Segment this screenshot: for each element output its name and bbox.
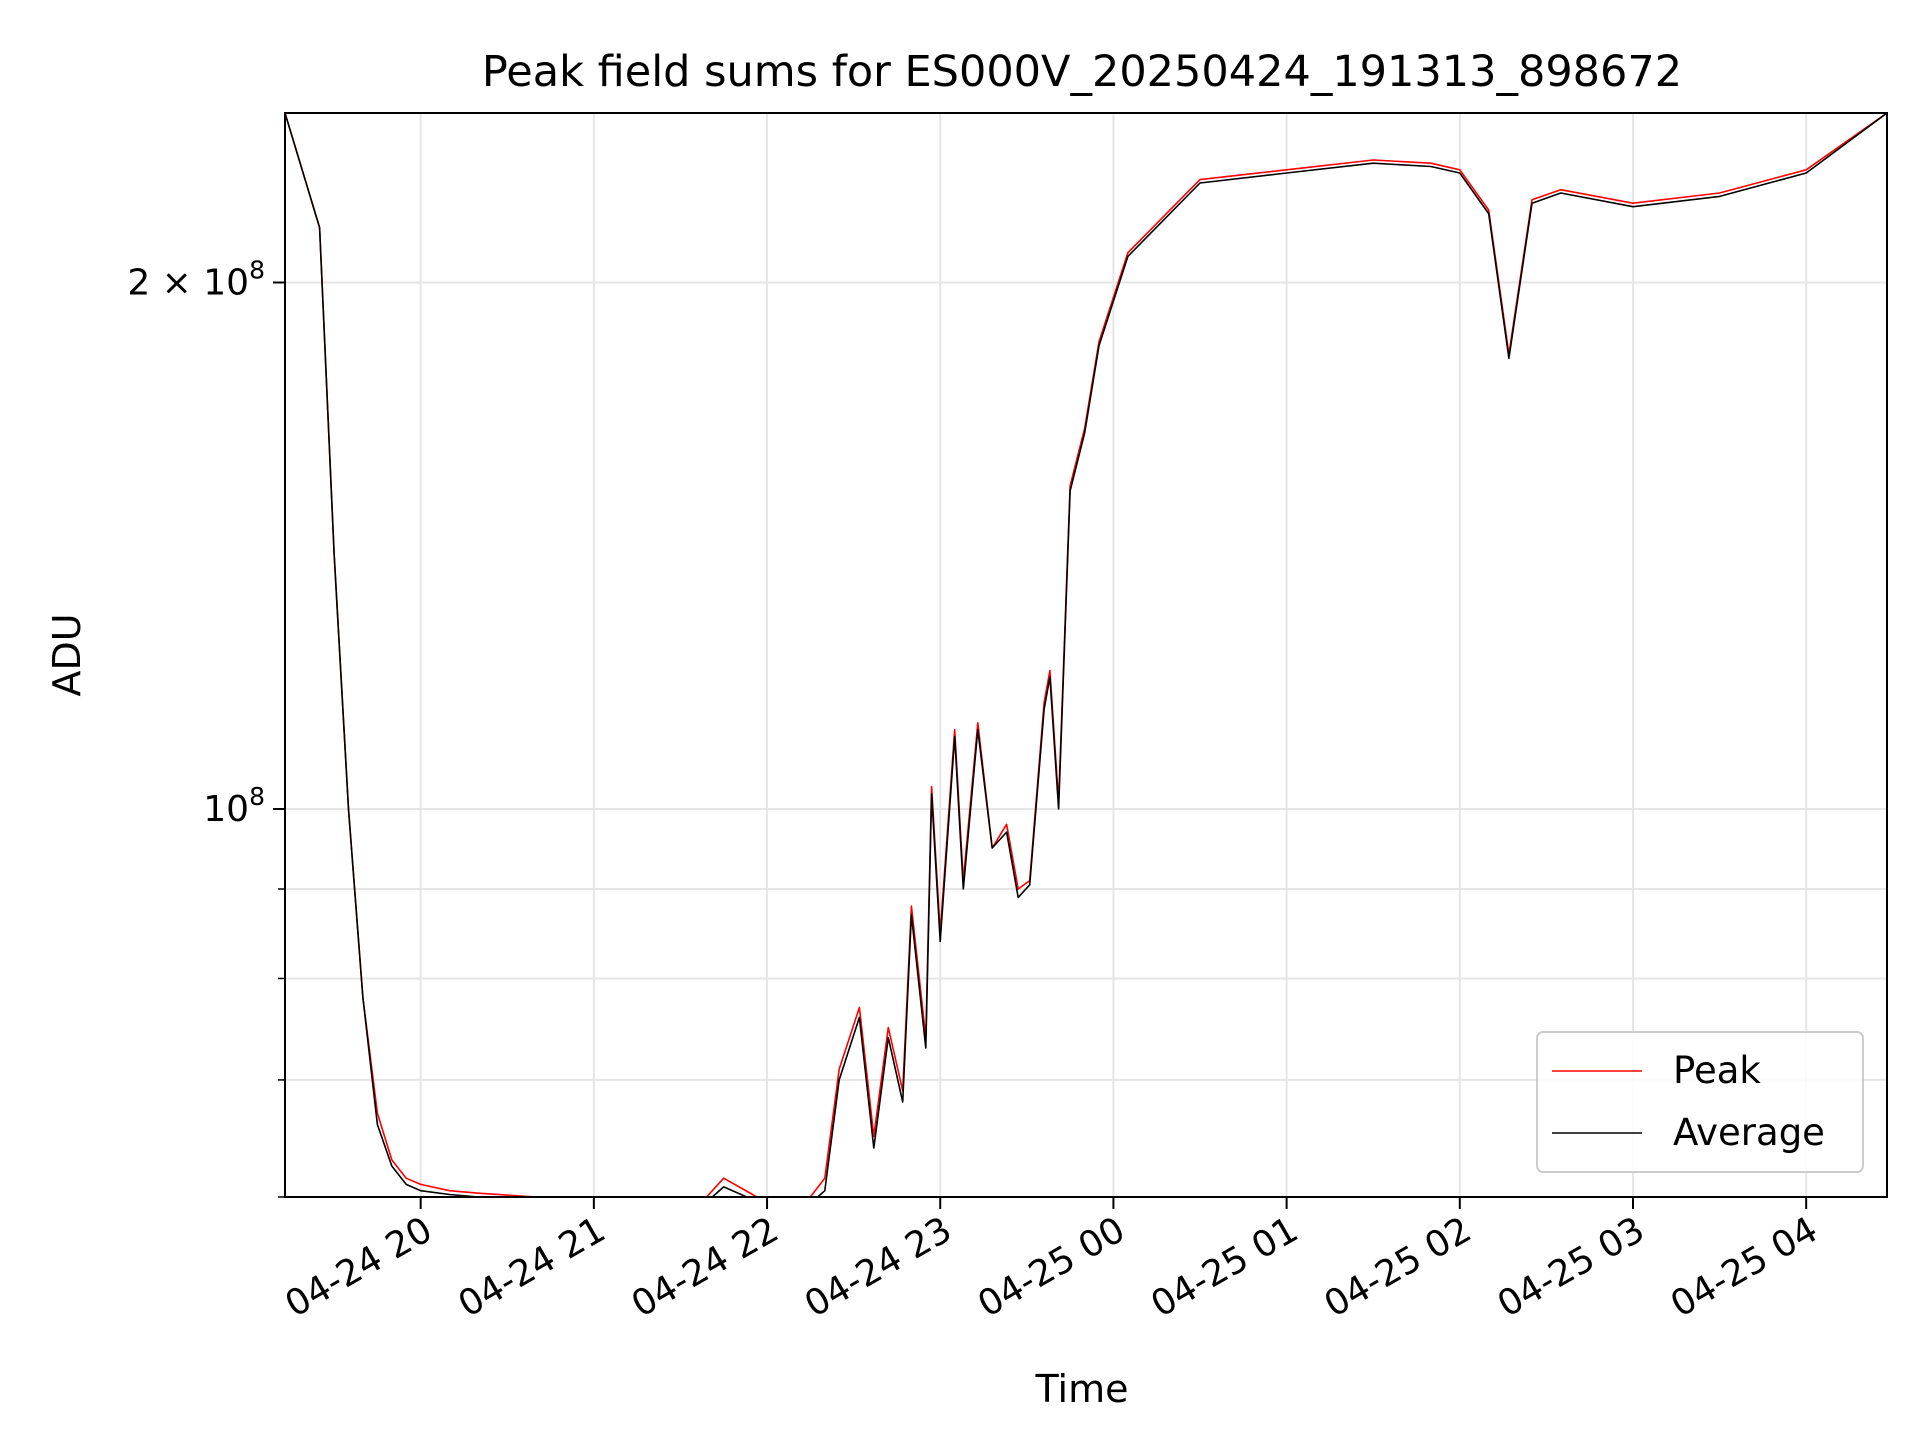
plot-frame: [284, 112, 1888, 1198]
chart-title: Peak field sums for ES000V_20250424_1913…: [482, 47, 1682, 97]
y-tick-exponent: 8: [249, 255, 265, 284]
series-line-average: [285, 113, 1887, 1197]
x-tick-label: 04-25 01: [1144, 1209, 1305, 1325]
y-axis-label: ADU: [45, 613, 89, 696]
x-tick-label: 04-25 02: [1318, 1209, 1479, 1325]
x-ticks: 04-24 20 04-24 21 04-24 22 04-24 23 04-25 00…: [278, 1197, 1825, 1326]
y-tick-label: 2 × 108: [127, 255, 265, 303]
x-tick-label: 04-24 23: [798, 1209, 959, 1325]
legend-peak-label: Peak: [1673, 1049, 1761, 1092]
x-tick-label: 04-25 04: [1664, 1209, 1825, 1325]
grid: [285, 113, 1887, 1198]
y-tick-base: 10: [203, 789, 249, 830]
x-tick-label: 04-24 21: [452, 1209, 613, 1325]
y-tick-exponent: 8: [249, 782, 265, 811]
y-tick-label: 108: [203, 782, 265, 830]
x-tick-label: 04-25 00: [971, 1209, 1132, 1325]
x-tick-label: 04-25 03: [1491, 1209, 1652, 1325]
legend-box: [1536, 1031, 1864, 1173]
y-tick-base: 10: [203, 262, 249, 303]
legend: Peak Average: [1536, 1031, 1864, 1173]
x-tick-label: 04-24 22: [625, 1209, 786, 1325]
x-tick-label: 04-24 20: [278, 1209, 439, 1325]
y-tick-coef: 2 ×: [127, 262, 203, 303]
series-lines: [285, 113, 1887, 1197]
legend-average-label: Average: [1673, 1111, 1825, 1154]
x-axis-label: Time: [1035, 1367, 1129, 1411]
